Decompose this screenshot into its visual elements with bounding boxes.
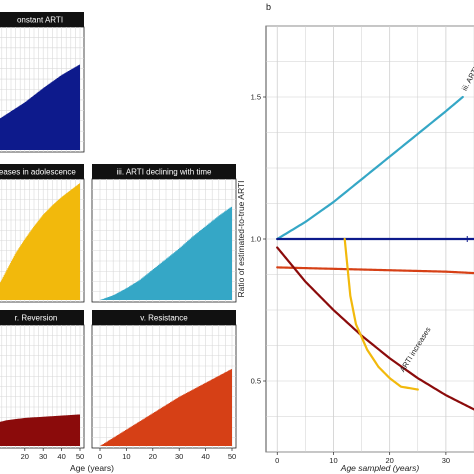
area-series (100, 206, 232, 300)
panel-strip (92, 310, 236, 325)
panel-letter-b: b (266, 2, 271, 12)
y-tick-label: 1.0 (251, 235, 261, 244)
series-line (276, 246, 474, 411)
panel-strip (0, 164, 84, 179)
panel-reversion: r. Reversion 20 30 40 50 (0, 310, 85, 461)
panel-constant-arti: onstant ARTI (0, 12, 85, 153)
y-tick-label: 0.5 (251, 377, 261, 386)
x-tick-label: 40 (201, 452, 209, 461)
panel-title: v. Resistance (140, 314, 188, 323)
bottom-x-axis-title: Age (years) (70, 463, 114, 473)
series-line (343, 237, 419, 391)
x-tick-label: 50 (76, 452, 84, 461)
x-tick-label: 20 (149, 452, 157, 461)
area-series (0, 64, 80, 150)
y-axis-title: Ratio of estimated-to-true ARTI (236, 180, 246, 297)
x-tick-label: 30 (175, 452, 183, 461)
panel-strip (0, 12, 84, 27)
x-tick-label: 30 (442, 456, 450, 465)
x-tick-label: 30 (39, 452, 47, 461)
area-series (100, 369, 232, 446)
panel-resistance: v. Resistance 0 10 20 30 40 50 (91, 310, 237, 461)
area-series (0, 414, 80, 446)
area-series (0, 183, 80, 300)
panel-title: reases in adolescence (0, 168, 76, 177)
panel-b-ratio-chart: 0.5 1.0 1.5 0 10 20 30 Age sampled (years) Ratio… (236, 25, 474, 473)
x-tick-label: 50 (228, 452, 236, 461)
panel-title: r. Reversion (15, 314, 58, 323)
panel-strip (92, 164, 236, 179)
series-line (276, 95, 464, 241)
panel-title: iii. ARTI declining with time (117, 168, 213, 177)
x-tick-label: 0 (98, 452, 102, 461)
panel-declining-with-time: iii. ARTI declining with time (91, 164, 237, 303)
x-axis-title: Age sampled (years) (340, 463, 420, 473)
x-tick-label: 40 (57, 452, 65, 461)
y-tick-label: 1.5 (251, 93, 261, 102)
panel-strip (0, 310, 84, 325)
series-line (276, 266, 474, 275)
x-tick-label: 20 (21, 452, 29, 461)
x-tick-label: 20 (386, 456, 394, 465)
x-tick-label: 10 (329, 456, 337, 465)
panel-title: onstant ARTI (17, 16, 63, 25)
panel-increases-adolescence: reases in adolescence (0, 164, 85, 303)
x-tick-label: 0 (275, 456, 279, 465)
x-tick-label: 10 (122, 452, 130, 461)
